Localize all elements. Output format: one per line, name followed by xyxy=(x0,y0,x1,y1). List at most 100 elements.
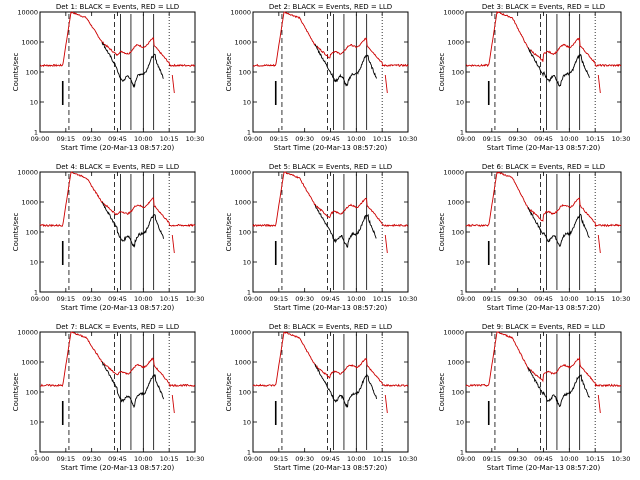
y-tick-label: 1000 xyxy=(447,199,464,207)
x-tick-label: 10:00 xyxy=(347,135,366,143)
y-axis-label: Counts/sec xyxy=(438,373,446,412)
series-lld-line xyxy=(465,10,622,68)
x-tick-label: 10:15 xyxy=(586,455,605,463)
x-tick-label: 10:30 xyxy=(612,135,631,143)
x-tick-label: 10:15 xyxy=(373,135,392,143)
y-tick-label: 10 xyxy=(243,99,251,107)
x-axis-label: Start Time (20-Mar-13 08:57:20) xyxy=(487,144,601,152)
lld-tail xyxy=(171,234,175,254)
x-tick-label: 10:30 xyxy=(399,295,418,303)
series-lld-line xyxy=(465,171,622,228)
y-tick-label: 10000 xyxy=(230,329,251,337)
y-tick-label: 10000 xyxy=(230,9,251,17)
detector-panel-7: Det 7: BLACK = Events, RED = LLD 09:00 09:… xyxy=(12,323,204,472)
x-axis-label: Start Time (20-Mar-13 08:57:20) xyxy=(274,464,388,472)
x-tick-label: 09:15 xyxy=(269,135,288,143)
x-tick-label: 09:45 xyxy=(534,455,553,463)
y-axis-label: Counts/sec xyxy=(438,213,446,252)
series-events-line xyxy=(101,201,164,248)
x-tick-label: 09:00 xyxy=(244,455,263,463)
x-tick-label: 09:15 xyxy=(482,135,501,143)
x-tick-label: 09:15 xyxy=(482,295,501,303)
x-tick-label: 09:45 xyxy=(321,455,340,463)
x-tick-label: 09:00 xyxy=(31,455,50,463)
y-axis-label: Counts/sec xyxy=(12,213,20,252)
x-tick-label: 10:30 xyxy=(186,295,205,303)
plot-frame xyxy=(465,11,622,133)
series-events-line xyxy=(314,44,377,87)
series-events-line xyxy=(314,363,377,408)
x-tick-label: 10:30 xyxy=(612,295,631,303)
series-lld-line xyxy=(39,11,196,68)
detector-panel-8: Det 8: BLACK = Events, RED = LLD 09:00 09:… xyxy=(225,323,417,472)
x-tick-label: 10:30 xyxy=(399,455,418,463)
x-tick-label: 09:00 xyxy=(31,135,50,143)
detector-panel-1: Det 1: BLACK = Events, RED = LLD 09:00 09:… xyxy=(12,3,204,152)
y-tick-label: 10 xyxy=(243,259,251,267)
y-tick-label: 10 xyxy=(30,419,38,427)
detector-panel-9: Det 9: BLACK = Events, RED = LLD 09:00 09:… xyxy=(438,323,630,472)
x-tick-label: 10:30 xyxy=(186,455,205,463)
x-tick-label: 10:00 xyxy=(560,455,579,463)
x-tick-label: 10:15 xyxy=(160,135,179,143)
panel-title: Det 8: BLACK = Events, RED = LLD xyxy=(269,323,392,331)
panel-title: Det 2: BLACK = Events, RED = LLD xyxy=(269,3,392,11)
y-axis-label: Counts/sec xyxy=(12,53,20,92)
x-tick-label: 09:00 xyxy=(31,295,50,303)
x-axis-label: Start Time (20-Mar-13 08:57:20) xyxy=(274,144,388,152)
lld-tail xyxy=(384,74,388,94)
y-tick-label: 100 xyxy=(452,389,464,397)
y-tick-label: 100 xyxy=(239,69,251,77)
x-tick-label: 09:15 xyxy=(482,455,501,463)
panel-title: Det 5: BLACK = Events, RED = LLD xyxy=(269,163,392,171)
y-tick-label: 1000 xyxy=(234,199,251,207)
x-tick-label: 10:15 xyxy=(586,295,605,303)
x-tick-label: 09:15 xyxy=(56,455,75,463)
lld-tail xyxy=(597,234,601,254)
y-tick-label: 1 xyxy=(460,129,464,137)
panel-title: Det 9: BLACK = Events, RED = LLD xyxy=(482,323,605,331)
x-tick-label: 10:00 xyxy=(347,295,366,303)
panel-title: Det 6: BLACK = Events, RED = LLD xyxy=(482,163,605,171)
x-axis-label: Start Time (20-Mar-13 08:57:20) xyxy=(61,144,175,152)
y-tick-label: 10 xyxy=(456,419,464,427)
y-tick-label: 1 xyxy=(247,289,251,297)
x-tick-label: 10:00 xyxy=(134,455,153,463)
y-axis-label: Counts/sec xyxy=(12,373,20,412)
y-tick-label: 1 xyxy=(460,449,464,457)
x-tick-label: 10:30 xyxy=(399,135,418,143)
y-tick-label: 1000 xyxy=(21,359,38,367)
y-tick-label: 100 xyxy=(26,69,38,77)
y-tick-label: 1000 xyxy=(234,359,251,367)
x-tick-label: 10:00 xyxy=(134,135,153,143)
y-tick-label: 10000 xyxy=(443,9,464,17)
x-tick-label: 09:45 xyxy=(534,135,553,143)
panel-title: Det 4: BLACK = Events, RED = LLD xyxy=(56,163,179,171)
x-tick-label: 09:30 xyxy=(82,455,101,463)
x-tick-label: 10:00 xyxy=(347,455,366,463)
x-tick-label: 09:30 xyxy=(508,455,527,463)
y-axis-label: Counts/sec xyxy=(225,213,233,252)
lld-tail xyxy=(171,394,175,414)
series-lld-line xyxy=(465,331,622,388)
x-axis-label: Start Time (20-Mar-13 08:57:20) xyxy=(274,304,388,312)
lld-tail xyxy=(171,74,175,94)
y-tick-label: 10000 xyxy=(443,169,464,177)
x-tick-label: 09:30 xyxy=(508,295,527,303)
y-tick-label: 10000 xyxy=(17,9,38,17)
x-tick-label: 09:15 xyxy=(56,295,75,303)
lld-tail xyxy=(597,394,601,414)
series-events-line xyxy=(527,47,590,87)
y-tick-label: 100 xyxy=(26,229,38,237)
y-axis-label: Counts/sec xyxy=(225,373,233,412)
y-axis-label: Counts/sec xyxy=(438,53,446,92)
x-tick-label: 09:00 xyxy=(244,295,263,303)
panel-title: Det 1: BLACK = Events, RED = LLD xyxy=(56,3,179,11)
x-tick-label: 10:15 xyxy=(160,455,179,463)
x-tick-label: 09:45 xyxy=(321,135,340,143)
x-tick-label: 10:15 xyxy=(586,135,605,143)
y-tick-label: 10000 xyxy=(230,169,251,177)
x-axis-label: Start Time (20-Mar-13 08:57:20) xyxy=(61,304,175,312)
series-events-line xyxy=(527,367,590,408)
